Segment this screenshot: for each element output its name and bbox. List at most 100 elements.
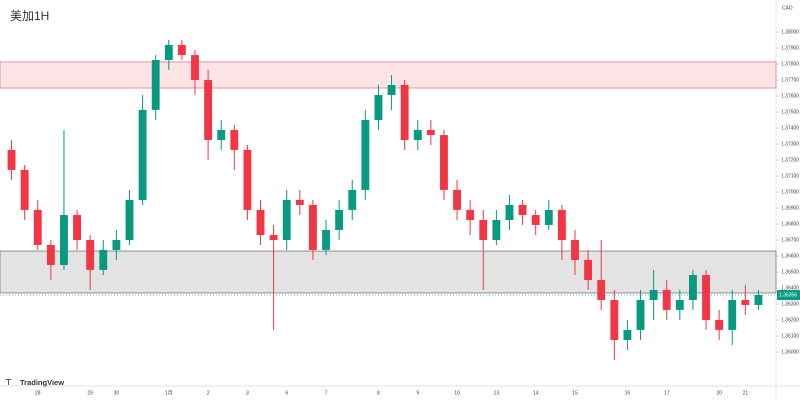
- x-tick-label: 20: [716, 390, 722, 396]
- axes: 1.36000 1.36100 1.36200 1.36300 1.36400 1.365…: [35, 29, 800, 396]
- chart-title: 美加1H: [10, 9, 49, 23]
- candle-body: [295, 200, 304, 205]
- x-tick-label: 2: [207, 390, 210, 396]
- candle-body: [151, 60, 160, 110]
- candle-body: [571, 240, 579, 260]
- y-tick-label: 1.36100: [781, 333, 799, 339]
- y-tick-label: 1.36600: [781, 253, 799, 259]
- candle-body: [7, 149, 16, 170]
- candle-body: [322, 229, 330, 250]
- candle-body: [557, 209, 566, 240]
- zones: [0, 61, 777, 294]
- zone: [0, 61, 777, 89]
- y-tick-label: 1.36000: [781, 349, 799, 355]
- candle-body: [479, 220, 488, 240]
- candle-body: [361, 120, 370, 190]
- y-tick-label: 1.38000: [781, 29, 799, 35]
- candle-body: [335, 209, 344, 230]
- brand-icon: ⊤: [5, 378, 12, 387]
- candle-body: [243, 149, 252, 210]
- candle-body: [518, 204, 527, 216]
- x-tick-label: 10: [454, 390, 460, 396]
- x-tick-label: 15: [572, 390, 578, 396]
- y-tick-label: 1.36200: [781, 317, 799, 323]
- x-tick-label: 8: [377, 390, 380, 396]
- candle-body: [256, 209, 265, 236]
- y-tick-label: 1.36700: [781, 237, 799, 243]
- candle-body: [86, 240, 95, 270]
- candle-body: [675, 300, 684, 310]
- x-tick-label: 28: [35, 390, 41, 396]
- candle-body: [112, 240, 121, 250]
- brand-logo: TradingView: [20, 378, 64, 387]
- candle-body: [400, 84, 409, 140]
- candle-body: [492, 220, 501, 240]
- x-tick-label: 30: [114, 390, 120, 396]
- candle-body: [426, 129, 435, 136]
- x-tick-label: 14: [533, 390, 539, 396]
- y-tick-label: 1.37100: [781, 173, 799, 179]
- y-tick-label: 1.36800: [781, 221, 799, 227]
- candle-body: [662, 289, 671, 310]
- candle-body: [387, 84, 396, 96]
- candle-body: [505, 204, 514, 220]
- candle-body: [125, 200, 134, 240]
- last-price-tag: [777, 290, 800, 301]
- candle-body: [282, 200, 291, 240]
- candle-body: [649, 289, 658, 300]
- candles: [0, 40, 776, 360]
- candle-body: [99, 249, 108, 270]
- candle-body: [754, 295, 763, 305]
- last-price-label: 1.36356: [779, 292, 797, 298]
- x-tick-label: 16: [625, 390, 631, 396]
- candle-body: [60, 215, 68, 265]
- candle-body: [46, 244, 55, 265]
- y-tick-label: 1.37800: [781, 61, 799, 67]
- x-tick-label: 21: [743, 390, 749, 396]
- y-tick-label: 1.37700: [781, 77, 799, 83]
- x-tick-label: 9: [416, 390, 419, 396]
- candle-body: [440, 135, 448, 190]
- candle-body: [309, 204, 317, 250]
- x-tick-label: 17: [664, 390, 670, 396]
- candle-body: [597, 280, 606, 300]
- candle-body: [164, 44, 173, 60]
- candle-body: [177, 44, 186, 56]
- candle-body: [191, 55, 199, 80]
- y-tick-label: 1.36900: [781, 205, 799, 211]
- y-tick-label: 1.37300: [781, 141, 799, 147]
- x-tick-label: 7: [325, 390, 328, 396]
- y-tick-label: 1.37400: [781, 125, 799, 131]
- x-tick-label: 29: [87, 390, 93, 396]
- candle-body: [531, 215, 540, 225]
- candle-body: [20, 169, 29, 210]
- candle-body: [374, 95, 383, 120]
- zone: [0, 250, 777, 294]
- y-tick-label: 1.37200: [781, 157, 799, 163]
- x-tick-label: 1月: [165, 390, 173, 396]
- candle-body: [230, 129, 239, 150]
- candle-body: [610, 300, 619, 340]
- y-tick-label: 1.36400: [781, 285, 799, 291]
- candle-body: [217, 129, 226, 140]
- x-tick-label: 3: [246, 390, 249, 396]
- candle-body: [33, 209, 42, 245]
- candle-body: [348, 189, 357, 210]
- candle-body: [728, 300, 737, 330]
- candle-body: [466, 209, 475, 220]
- candle-body: [741, 300, 750, 305]
- candle-body: [702, 275, 710, 320]
- y-tick-label: 1.37600: [781, 93, 799, 99]
- y-tick-label: 1.36500: [781, 269, 799, 275]
- y-tick-label: 1.36300: [781, 301, 799, 307]
- candle-body: [269, 235, 278, 240]
- candle-body: [138, 109, 147, 200]
- candle-body: [689, 275, 697, 300]
- x-tick-label: 6: [285, 390, 288, 396]
- candle-body: [584, 260, 593, 280]
- y-tick-label: 1.37500: [781, 109, 799, 115]
- candle-body: [413, 129, 422, 140]
- candle-body: [73, 215, 81, 240]
